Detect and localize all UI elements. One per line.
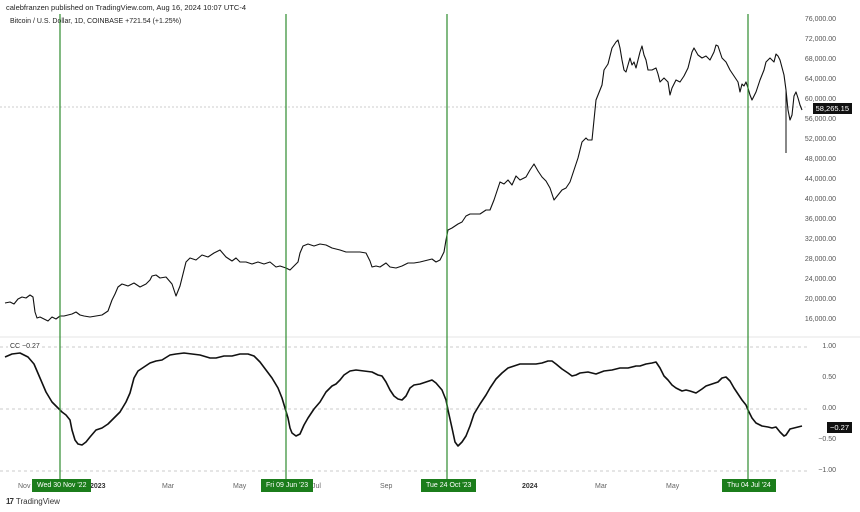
cc-indicator-label[interactable]: CC −0.27 [8,343,42,350]
x-tick-2023: 2023 [90,483,106,490]
cc-tick: 0.00 [822,405,836,412]
price-tick: 68,000.00 [804,56,836,63]
price-tick: 76,000.00 [804,16,836,23]
cc-tick: 1.00 [822,343,836,350]
date-marker-oct23: Tue 24 Oct '23 [421,479,477,492]
price-tick: 24,000.00 [804,276,836,283]
cc-tick: −1.00 [818,467,836,474]
cc-current-tag: −0.27 [827,422,852,433]
price-tick: 60,000.00 [804,96,836,103]
price-tick: 28,000.00 [804,256,836,263]
date-marker-nov22: Wed 30 Nov '22 [32,479,92,492]
x-tick-nov: Nov [18,483,31,490]
x-tick-jul: Jul [312,483,321,490]
cc-series [4,352,803,447]
x-tick-may-24: May [666,483,680,490]
tradingview-brand: TradingView [15,497,60,506]
price-tick: 48,000.00 [804,156,836,163]
symbol-legend: Bitcoin / U.S. Dollar, 1D, COINBASE +721… [10,18,182,25]
price-tick: 36,000.00 [804,216,836,223]
price-tick: 56,000.00 [804,116,836,123]
publisher-line: calebfranzen published on TradingView.co… [6,3,247,12]
date-marker-jun23: Fri 09 Jun '23 [261,479,314,492]
date-marker-jul24: Thu 04 Jul '24 [722,479,776,492]
x-tick-may: May [233,483,247,490]
cc-tick: −0.50 [818,436,836,443]
price-tick: 72,000.00 [804,36,836,43]
price-tick: 40,000.00 [804,196,836,203]
price-series [4,39,803,322]
x-tick-2024: 2024 [522,483,538,490]
price-tick: 32,000.00 [804,236,836,243]
price-tick: 64,000.00 [804,76,836,83]
price-tick: 44,000.00 [804,176,836,183]
tradingview-logo[interactable]: 17 TradingView [6,497,60,506]
price-tick: 20,000.00 [804,296,836,303]
x-tick-mar: Mar [162,483,175,490]
tradingview-logo-icon: 17 [6,497,14,506]
x-tick-mar-24: Mar [595,483,608,490]
cc-tick: 0.50 [822,374,836,381]
current-price-tag: 58,265.15 [812,103,852,114]
price-tick: 52,000.00 [804,136,836,143]
price-tick: 16,000.00 [804,316,836,323]
x-tick-sep: Sep [380,483,393,490]
